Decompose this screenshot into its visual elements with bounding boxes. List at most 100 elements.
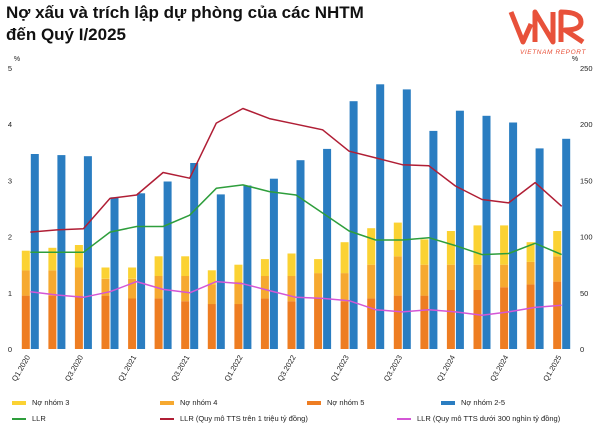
x-tick-label: Q1.2025 bbox=[541, 354, 563, 383]
bar-segment bbox=[48, 270, 57, 296]
x-tick-label: Q1.2023 bbox=[329, 354, 351, 383]
bar-segment bbox=[500, 264, 509, 288]
bar-segment bbox=[340, 242, 349, 274]
bar-segment bbox=[128, 278, 137, 299]
legend-item: LLR bbox=[12, 414, 46, 423]
npl-bar bbox=[482, 115, 491, 349]
npl-bar bbox=[376, 84, 385, 350]
bar-segment bbox=[48, 247, 57, 271]
left-axis-tick-label: 2 bbox=[8, 233, 12, 242]
legend-swatch bbox=[160, 400, 174, 405]
bar-segment bbox=[181, 301, 190, 349]
legend-swatch bbox=[307, 400, 321, 405]
npl-bar bbox=[216, 194, 225, 349]
series-line bbox=[30, 107, 563, 233]
bar-segment bbox=[101, 295, 110, 349]
svg-text:VIETNAM REPORT: VIETNAM REPORT bbox=[520, 49, 586, 56]
bar-segment bbox=[420, 264, 429, 296]
bar-segment bbox=[260, 275, 269, 299]
bar-segment bbox=[48, 295, 57, 349]
chart-area: 0 1 2 3 4 5% 0 50 100 150 200 250% Q1.2020 Q3.2020 Q1.… bbox=[8, 56, 593, 383]
npl-bar bbox=[349, 101, 358, 349]
legend-swatch bbox=[160, 417, 174, 420]
x-tick-label: Q1.2021 bbox=[116, 354, 138, 383]
npl-bar bbox=[83, 156, 92, 349]
bar-segment bbox=[287, 253, 296, 276]
bar-segment bbox=[260, 298, 269, 349]
bar-segment bbox=[367, 228, 376, 265]
left-axis-unit: % bbox=[14, 56, 20, 63]
legend-label: Nợ nhóm 2-5 bbox=[461, 398, 506, 407]
legend-label: Nợ nhóm 3 bbox=[32, 398, 70, 407]
legend-swatch bbox=[397, 417, 411, 420]
bar-segment bbox=[553, 281, 562, 349]
x-tick-label: Q1.2022 bbox=[222, 354, 244, 383]
left-axis-tick-label: 0 bbox=[8, 345, 12, 354]
x-tick-label: Q3.2021 bbox=[169, 354, 191, 383]
x-tick-label: Q3.2024 bbox=[488, 353, 510, 382]
right-axis-tick-label: 50 bbox=[580, 289, 588, 298]
bar-segment bbox=[154, 298, 163, 349]
legend-label: Nợ nhóm 4 bbox=[180, 398, 218, 407]
bar-segment bbox=[314, 298, 323, 349]
series-line bbox=[30, 280, 562, 317]
npl-bar bbox=[243, 185, 252, 349]
series-line bbox=[30, 184, 562, 256]
bar-segment bbox=[101, 278, 110, 296]
bar-segment bbox=[314, 259, 323, 274]
bar-segment bbox=[21, 295, 30, 349]
x-tick-label: Q3.2020 bbox=[63, 354, 85, 383]
right-axis-tick-label: 150 bbox=[580, 176, 593, 185]
bar-segment bbox=[446, 231, 455, 265]
chart-title: Nợ xấu và trích lập dự phòng của các NHT… bbox=[6, 2, 364, 46]
left-axis-tick-label: 4 bbox=[8, 120, 12, 129]
bar-segment bbox=[207, 270, 216, 285]
npl-bar bbox=[190, 163, 199, 349]
legend-item: Nợ nhóm 5 bbox=[307, 398, 364, 407]
legend-swatch bbox=[12, 417, 26, 420]
vietnam-report-logo: VIETNAM REPORT bbox=[508, 9, 586, 56]
legend-label: LLR (Quy mô TTS trên 1 triệu tỷ đồng) bbox=[180, 414, 308, 423]
bar-segment bbox=[234, 281, 243, 305]
bar-segment bbox=[367, 264, 376, 299]
npl-bar bbox=[30, 154, 39, 349]
npl-bar bbox=[455, 110, 464, 349]
bar-segment bbox=[234, 264, 243, 282]
bar-segment bbox=[74, 295, 83, 349]
bar-segment bbox=[287, 275, 296, 302]
legend-label: Nợ nhóm 5 bbox=[327, 398, 365, 407]
npl-bar bbox=[402, 89, 411, 350]
bar-segment bbox=[21, 250, 30, 271]
left-axis-tick-label: 5 bbox=[8, 64, 12, 73]
npl-bar bbox=[269, 178, 278, 349]
npl-bar bbox=[562, 138, 571, 349]
bar-segment bbox=[74, 245, 83, 268]
npl-bar bbox=[323, 148, 332, 349]
npl-bar bbox=[296, 160, 305, 349]
bar-segment bbox=[181, 256, 190, 276]
legend: Nợ nhóm 3 Nợ nhóm 4 Nợ nhóm 5 Nợ nhóm 2-5 LL… bbox=[0, 394, 601, 425]
bar-segment bbox=[314, 273, 323, 299]
bar-segment bbox=[101, 267, 110, 279]
legend-swatch bbox=[441, 400, 455, 405]
x-tick-label: Q3.2022 bbox=[276, 354, 298, 383]
legend-item: LLR (Quy mô TTS trên 1 triệu tỷ đồng) bbox=[160, 414, 308, 423]
title-line-2: đến Quý I/2025 bbox=[6, 25, 126, 44]
right-axis-tick-label: 0 bbox=[580, 345, 584, 354]
right-axis-tick-label: 100 bbox=[580, 233, 593, 242]
bar-segment bbox=[154, 275, 163, 299]
bar-segment bbox=[154, 256, 163, 276]
bar-segment bbox=[473, 264, 482, 290]
bar-segment bbox=[446, 290, 455, 349]
left-axis-tick-label: 1 bbox=[8, 289, 12, 298]
bar-segment bbox=[234, 304, 243, 349]
npl-bar bbox=[137, 193, 146, 349]
bar-segment bbox=[287, 301, 296, 349]
bar-segment bbox=[446, 264, 455, 290]
x-tick-label: Q1.2020 bbox=[10, 354, 32, 383]
npl-bar bbox=[163, 181, 172, 349]
npl-bar bbox=[110, 197, 119, 349]
bar-segment bbox=[74, 267, 83, 296]
bar-segment bbox=[473, 225, 482, 265]
npl-bar bbox=[509, 122, 518, 349]
